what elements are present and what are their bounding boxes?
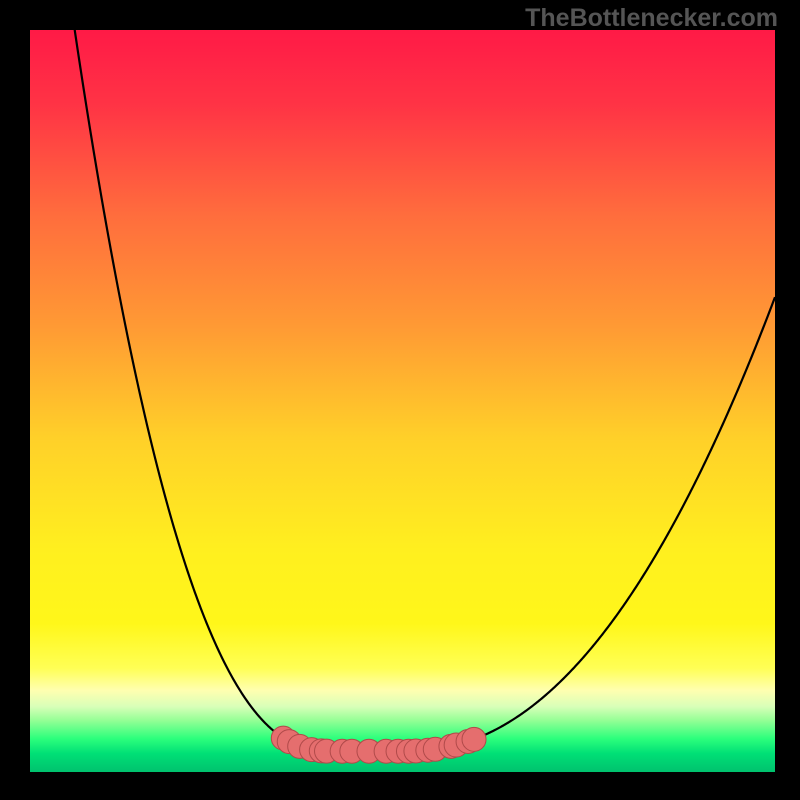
data-marker: [462, 727, 486, 751]
plot-svg: [30, 30, 775, 772]
plot-area: [30, 30, 775, 772]
watermark-text: TheBottlenecker.com: [525, 4, 778, 33]
